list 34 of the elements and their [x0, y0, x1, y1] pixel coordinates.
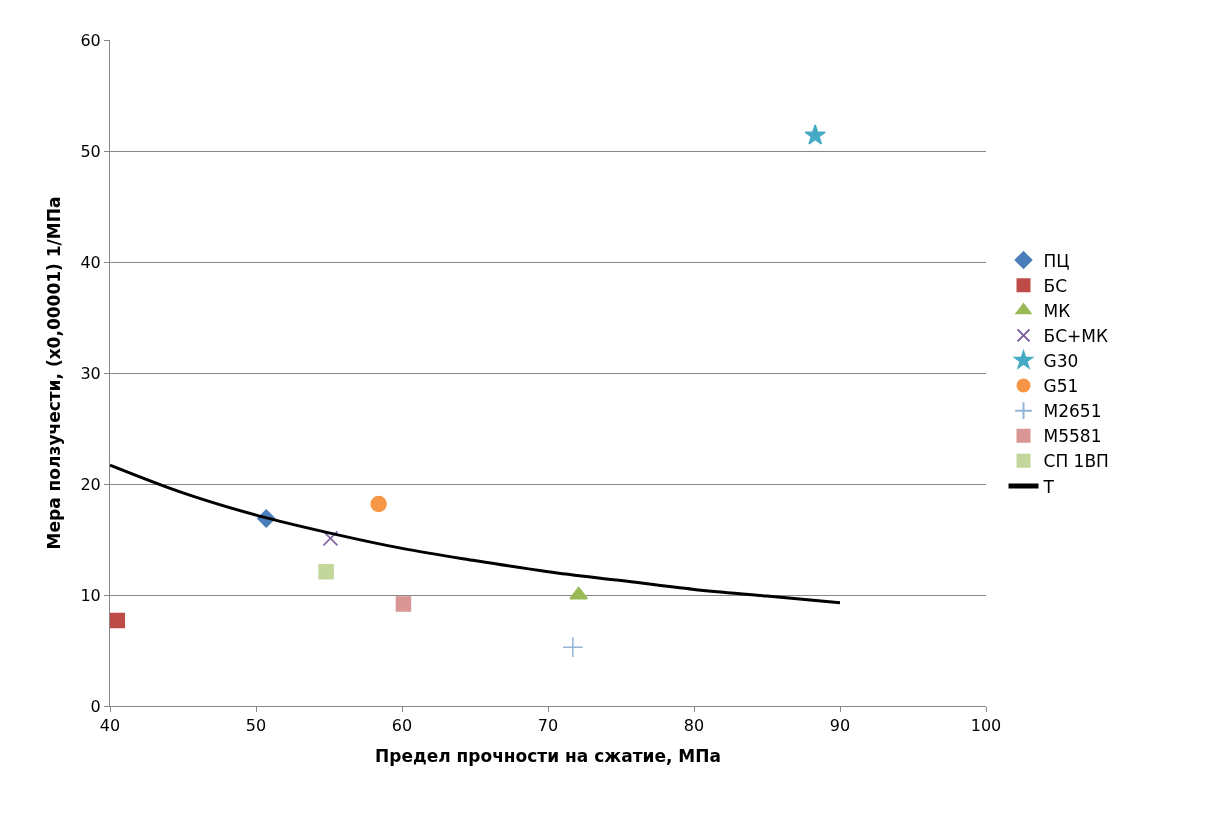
x-tick-label: 70	[537, 716, 559, 736]
point	[395, 596, 412, 612]
y-axis-title: Мера ползучести, (x0,00001) 1/МПа	[43, 196, 64, 550]
y-tick-label: 30	[80, 363, 101, 383]
point	[318, 563, 334, 580]
legend-label: M5581	[1043, 426, 1102, 447]
legend-label: G30	[1043, 351, 1079, 372]
x-tick-label: 100	[970, 716, 1002, 736]
legend-label: T	[1042, 476, 1055, 497]
y-tick-label: 60	[80, 30, 101, 50]
legend-label: ПЦ	[1043, 250, 1070, 271]
y-tick-label: 50	[80, 141, 101, 161]
legend-label: БС	[1043, 275, 1068, 296]
legend-label: M2651	[1043, 401, 1102, 422]
line-series	[110, 463, 842, 605]
point	[569, 586, 589, 600]
point	[804, 124, 826, 145]
y-tick-label: 40	[80, 252, 101, 272]
legend-label: СП 1ВП	[1043, 451, 1109, 472]
y-tick-label: 0	[90, 696, 101, 716]
legend-label: БС+МК	[1043, 325, 1109, 346]
x-tick-label: 50	[245, 716, 267, 736]
x-axis-title: Предел прочности на сжатие, МПа	[375, 745, 721, 766]
point	[109, 612, 126, 629]
y-tick-label: 10	[80, 585, 101, 605]
x-tick-label: 80	[683, 716, 705, 736]
x-tick-label: 40	[99, 716, 121, 736]
legend-label: G51	[1043, 376, 1079, 397]
x-tick-label: 90	[829, 716, 851, 736]
point	[370, 495, 387, 513]
legend-label: МК	[1043, 300, 1071, 321]
point	[562, 636, 584, 658]
y-tick-label: 20	[80, 474, 101, 494]
x-tick-label: 60	[391, 716, 413, 736]
